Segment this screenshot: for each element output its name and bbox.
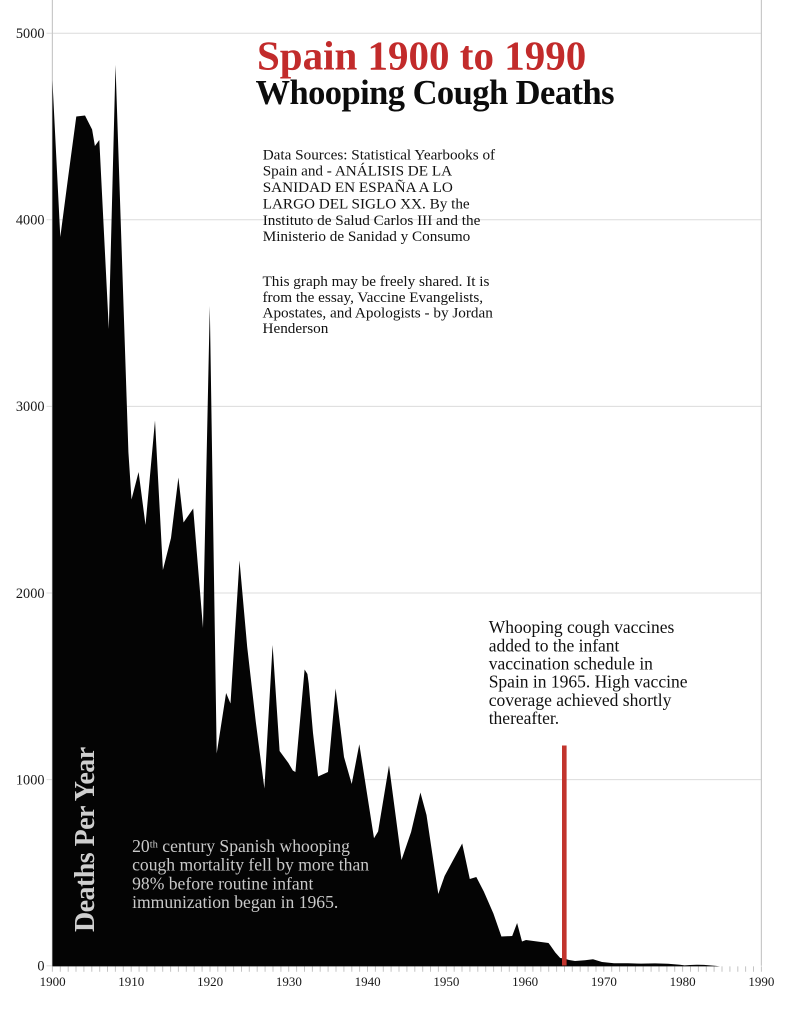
svg-text:1000: 1000 [16,772,45,788]
svg-text:1970: 1970 [591,974,617,989]
svg-text:added to the infant: added to the infant [489,635,620,655]
svg-text:Ministerio de Sanidad y Consum: Ministerio de Sanidad y Consumo [263,228,471,245]
svg-text:SANIDAD EN ESPAÑA A LO: SANIDAD EN ESPAÑA A LO [263,179,453,196]
svg-text:coverage achieved shortly: coverage achieved shortly [489,690,672,710]
svg-text:1920: 1920 [197,974,223,989]
svg-text:1940: 1940 [355,974,381,989]
svg-text:LARGO DEL SIGLO XX. By the: LARGO DEL SIGLO XX. By the [263,195,470,212]
svg-text:1930: 1930 [276,974,302,989]
svg-text:Instituto de Salud Carlos III: Instituto de Salud Carlos III and the [263,212,481,229]
svg-text:1950: 1950 [433,974,459,989]
svg-text:This graph may be freely share: This graph may be freely shared. It is [263,273,490,290]
svg-text:Spain 1900 to 1990: Spain 1900 to 1990 [257,32,586,78]
svg-text:Apostates, and Apologists - by: Apostates, and Apologists - by Jordan [263,305,494,322]
svg-text:Spain and - ANÁLISIS DE LA: Spain and - ANÁLISIS DE LA [263,163,452,180]
svg-text:Whooping cough vaccines: Whooping cough vaccines [489,617,675,637]
svg-text:1980: 1980 [670,974,696,989]
svg-text:0: 0 [37,958,44,974]
svg-text:98% before routine infant: 98% before routine infant [132,873,313,893]
svg-text:Deaths Per Year: Deaths Per Year [70,747,101,932]
svg-text:20th century Spanish whooping: 20th century Spanish whooping [132,836,350,856]
svg-text:1900: 1900 [40,974,66,989]
svg-text:3000: 3000 [16,399,45,415]
svg-text:2000: 2000 [16,586,45,602]
svg-text:1910: 1910 [118,974,144,989]
svg-text:5000: 5000 [16,26,45,42]
svg-text:4000: 4000 [16,213,45,229]
svg-text:1960: 1960 [512,974,538,989]
svg-text:immunization began in 1965.: immunization began in 1965. [132,892,338,912]
svg-text:from the essay, Vaccine Evange: from the essay, Vaccine Evangelists, [263,289,484,306]
svg-text:Henderson: Henderson [263,320,329,337]
svg-text:Data Sources: Statistical Year: Data Sources: Statistical Yearbooks of [263,146,496,163]
svg-text:Whooping Cough Deaths: Whooping Cough Deaths [256,74,615,112]
svg-text:cough mortality fell by more t: cough mortality fell by more than [132,855,369,875]
svg-text:1990: 1990 [748,974,774,989]
svg-text:vaccination schedule in: vaccination schedule in [489,654,653,674]
svg-text:Spain in 1965. High vaccine: Spain in 1965. High vaccine [489,672,688,692]
svg-text:thereafter.: thereafter. [489,708,559,728]
